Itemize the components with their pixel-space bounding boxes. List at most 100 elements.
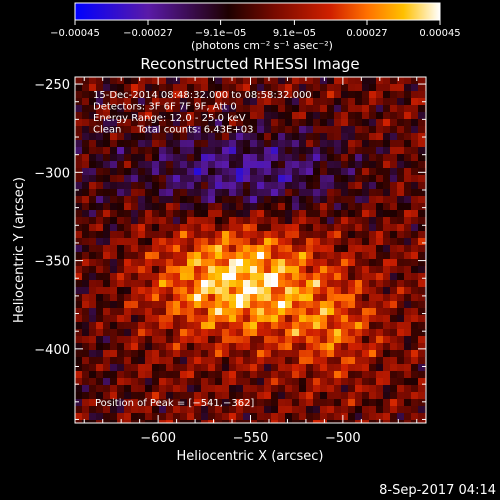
heatmap-cell	[341, 371, 349, 379]
heatmap-cell	[173, 224, 181, 232]
heatmap-cell	[208, 378, 216, 386]
heatmap-cell	[250, 420, 258, 423]
heatmap-cell	[369, 168, 377, 176]
heatmap-cell	[376, 203, 384, 211]
heatmap-cell	[236, 329, 244, 337]
heatmap-cell	[201, 189, 209, 197]
heatmap-cell	[278, 98, 286, 106]
heatmap-cell	[138, 329, 146, 337]
heatmap-cell	[250, 364, 258, 372]
heatmap-cell	[348, 308, 356, 316]
heatmap-cell	[264, 182, 272, 190]
heatmap-cell	[278, 77, 286, 85]
heatmap-cell	[313, 273, 321, 281]
heatmap-cell	[369, 336, 377, 344]
heatmap-cell	[215, 308, 223, 316]
heatmap-cell	[390, 175, 398, 183]
heatmap-cell	[390, 287, 398, 295]
heatmap-cell	[362, 315, 370, 323]
heatmap-cell	[383, 175, 391, 183]
heatmap-cell	[138, 161, 146, 169]
heatmap-cell	[222, 203, 230, 211]
heatmap-cell	[348, 231, 356, 239]
heatmap-cell	[404, 364, 412, 372]
heatmap-cell	[180, 231, 188, 239]
heatmap-cell	[285, 308, 293, 316]
heatmap-cell	[96, 378, 104, 386]
heatmap-cell	[138, 189, 146, 197]
heatmap-cell	[418, 133, 426, 141]
heatmap-cell	[348, 126, 356, 134]
heatmap-cell	[250, 399, 258, 407]
heatmap-cell	[355, 266, 363, 274]
heatmap-cell	[117, 133, 125, 141]
heatmap-cell	[250, 294, 258, 302]
heatmap-cell	[285, 203, 293, 211]
heatmap-cell	[264, 322, 272, 330]
heatmap-cell	[299, 273, 307, 281]
heatmap-cell	[194, 238, 202, 246]
heatmap-cell	[82, 413, 90, 421]
heatmap-cell	[285, 378, 293, 386]
heatmap-cell	[96, 140, 104, 148]
heatmap-cell	[152, 385, 160, 393]
heatmap-cell	[236, 287, 244, 295]
heatmap-cell	[243, 329, 251, 337]
heatmap-cell	[404, 112, 412, 120]
heatmap-cell	[138, 105, 146, 113]
heatmap-cell	[292, 336, 300, 344]
heatmap-cell	[390, 196, 398, 204]
heatmap-cell	[306, 203, 314, 211]
heatmap-cell	[180, 217, 188, 225]
heatmap-cell	[215, 196, 223, 204]
heatmap-cell	[89, 168, 97, 176]
heatmap-cell	[166, 98, 174, 106]
heatmap-cell	[103, 336, 111, 344]
heatmap-cell	[215, 273, 223, 281]
heatmap-cell	[376, 91, 384, 99]
heatmap-cell	[222, 77, 230, 85]
heatmap-cell	[418, 84, 426, 92]
heatmap-cell	[166, 252, 174, 260]
heatmap-cell	[285, 399, 293, 407]
heatmap-cell	[110, 413, 118, 421]
heatmap-cell	[285, 294, 293, 302]
heatmap-cell	[362, 77, 370, 85]
heatmap-cell	[208, 350, 216, 358]
heatmap-cell	[306, 252, 314, 260]
heatmap-cell	[103, 343, 111, 351]
heatmap-cell	[131, 231, 139, 239]
heatmap-cell	[131, 350, 139, 358]
heatmap-cell	[411, 280, 419, 288]
heatmap-cell	[250, 231, 258, 239]
heatmap-cell	[411, 315, 419, 323]
heatmap-cell	[306, 357, 314, 365]
heatmap-cell	[180, 154, 188, 162]
heatmap-cell	[320, 196, 328, 204]
heatmap-cell	[215, 98, 223, 106]
heatmap-cell	[117, 392, 125, 400]
heatmap-cell	[131, 238, 139, 246]
heatmap-cell	[271, 343, 279, 351]
heatmap-cell	[250, 210, 258, 218]
heatmap-cell	[229, 287, 237, 295]
heatmap-cell	[208, 385, 216, 393]
heatmap-cell	[180, 420, 188, 423]
heatmap-cell	[180, 364, 188, 372]
heatmap-cell	[299, 336, 307, 344]
heatmap-cell	[313, 91, 321, 99]
heatmap-cell	[327, 301, 335, 309]
heatmap-cell	[229, 154, 237, 162]
heatmap-cell	[110, 154, 118, 162]
heatmap-cell	[369, 420, 377, 423]
heatmap-cell	[96, 287, 104, 295]
heatmap-cell	[397, 133, 405, 141]
heatmap-cell	[376, 273, 384, 281]
heatmap-cell	[194, 182, 202, 190]
heatmap-cell	[201, 413, 209, 421]
heatmap-cell	[103, 392, 111, 400]
heatmap-cell	[257, 77, 265, 85]
heatmap-cell	[348, 371, 356, 379]
heatmap-cell	[320, 203, 328, 211]
heatmap-cell	[341, 399, 349, 407]
